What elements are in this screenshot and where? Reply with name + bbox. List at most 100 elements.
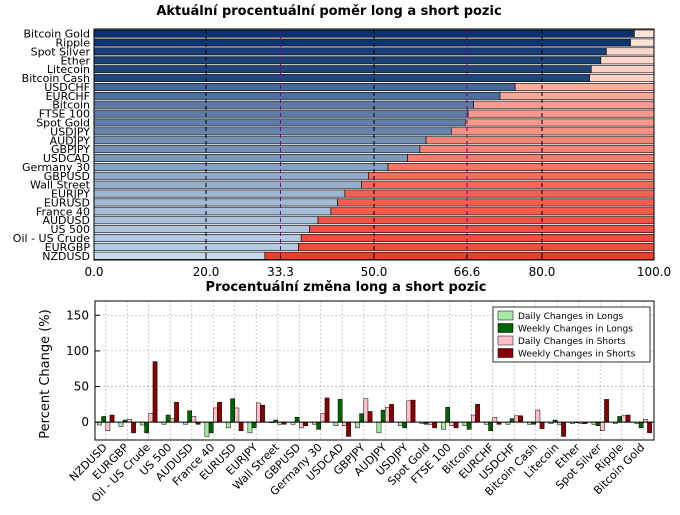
- change-bar: [213, 407, 218, 423]
- change-bar: [337, 399, 343, 423]
- short-bar-nzdusd: [264, 251, 655, 260]
- change-bar: [410, 399, 416, 423]
- change-bar: [256, 402, 261, 423]
- bottom-chart-legend: Daily Changes in Longs Weekly Changes in …: [492, 306, 651, 363]
- change-bar: [342, 421, 347, 426]
- y-tick-label: 150: [66, 308, 89, 322]
- change-bar: [226, 421, 231, 429]
- change-bar: [539, 421, 545, 429]
- legend-swatch: [497, 310, 514, 321]
- x-tick-label: 80.0: [529, 265, 556, 279]
- top-category-label: NZDUSD: [42, 250, 90, 263]
- change-bar: [101, 416, 107, 423]
- change-bar: [299, 421, 304, 429]
- change-bar: [471, 414, 476, 423]
- change-bar: [208, 421, 214, 434]
- top-chart-x-axis: 0.0 20.0 33.3 50.0 66.6 80.0 100.0: [84, 29, 671, 279]
- long-bar-audjpy: [93, 136, 427, 145]
- change-bar: [600, 421, 605, 431]
- short-bar-ripple: [630, 38, 655, 47]
- top-category-label: USDJPY: [50, 125, 90, 138]
- change-bar: [617, 416, 622, 423]
- change-bar: [462, 421, 468, 426]
- top-category-label: France 40: [36, 205, 90, 218]
- top-category-label: GBPUSD: [44, 170, 90, 183]
- change-bar: [170, 418, 175, 423]
- long-bar-ether: [93, 56, 602, 65]
- short-bar-eurgbp: [298, 242, 655, 251]
- bottom-chart-y-label: Percent Change (%): [38, 309, 53, 438]
- change-bar: [402, 421, 407, 429]
- change-bar: [509, 418, 515, 423]
- short-bar-spot-silver: [606, 47, 655, 56]
- change-bar: [234, 407, 240, 423]
- change-bar: [445, 406, 450, 423]
- top-category-label: Ripple: [56, 37, 91, 50]
- top-category-label: Germany 30: [22, 161, 90, 174]
- change-bar: [324, 397, 330, 423]
- top-category-label: US 500: [50, 223, 90, 236]
- x-tick-label: 100.0: [637, 265, 671, 279]
- legend-label: Weekly Changes in Longs: [518, 325, 633, 335]
- long-bar-usdchf: [93, 83, 516, 91]
- change-bar: [303, 421, 308, 426]
- change-bar: [432, 421, 437, 429]
- long-bar-oil-us-crude: [93, 234, 302, 242]
- top-chart-frame: [93, 28, 655, 261]
- bottom-chart-bars: [97, 361, 652, 437]
- legend-label: Weekly Changes in Shorts: [518, 350, 636, 360]
- short-bar-us-500: [309, 225, 655, 234]
- long-bar-spot-gold: [93, 118, 466, 127]
- change-bar: [638, 421, 644, 429]
- long-bar-france-40: [93, 207, 332, 216]
- legend-swatch: [497, 335, 514, 346]
- short-bar-ftse-100: [467, 109, 655, 118]
- change-bar: [148, 413, 154, 423]
- long-bar-eurusd: [93, 198, 338, 207]
- change-bar: [217, 401, 222, 423]
- change-bar: [316, 421, 321, 430]
- short-bar-bitcoin-gold: [634, 29, 655, 38]
- short-bar-litecoin: [590, 65, 655, 74]
- change-bar: [187, 410, 193, 423]
- short-bar-usdcad: [407, 154, 655, 162]
- short-bar-eurchf: [499, 91, 655, 100]
- change-bar: [333, 421, 339, 426]
- legend-label: Daily Changes in Longs: [518, 312, 623, 322]
- change-bar: [441, 421, 446, 430]
- change-bar: [367, 411, 373, 423]
- change-bar: [625, 414, 631, 423]
- change-bar: [174, 401, 179, 423]
- change-bar: [621, 415, 627, 423]
- top-category-label: EURUSD: [44, 196, 90, 209]
- long-bar-gbpusd: [93, 171, 369, 180]
- long-bar-germany-30: [93, 162, 389, 171]
- change-bar: [380, 409, 386, 423]
- long-bar-bitcoin-cash: [93, 74, 590, 83]
- short-bar-audusd: [317, 216, 655, 225]
- bottom-chart-frame: [94, 300, 655, 441]
- short-bar-germany-30: [387, 162, 655, 171]
- change-bar: [144, 421, 150, 434]
- x-tick-label: 20.0: [193, 265, 220, 279]
- change-bar: [251, 421, 257, 429]
- y-tick-label: 50: [74, 380, 89, 394]
- short-bar-spot-gold: [464, 118, 655, 127]
- long-bar-bitcoin-gold: [93, 29, 635, 38]
- long-bar-litecoin: [93, 65, 592, 74]
- top-category-label: Ether: [60, 54, 90, 67]
- change-bar: [165, 414, 171, 423]
- long-bar-bitcoin: [93, 100, 474, 109]
- change-bar: [109, 414, 115, 423]
- legend-swatch: [497, 323, 514, 333]
- change-bar: [260, 404, 265, 423]
- change-bar: [294, 416, 300, 423]
- top-category-label: AUDJPY: [50, 134, 91, 147]
- change-bar: [238, 421, 244, 431]
- long-bar-ftse-100: [93, 109, 469, 118]
- change-bar: [389, 404, 394, 423]
- long-bar-eurgbp: [93, 242, 299, 251]
- legend-label: Daily Changes in Shorts: [518, 337, 626, 347]
- long-bar-eurjpy: [93, 189, 346, 198]
